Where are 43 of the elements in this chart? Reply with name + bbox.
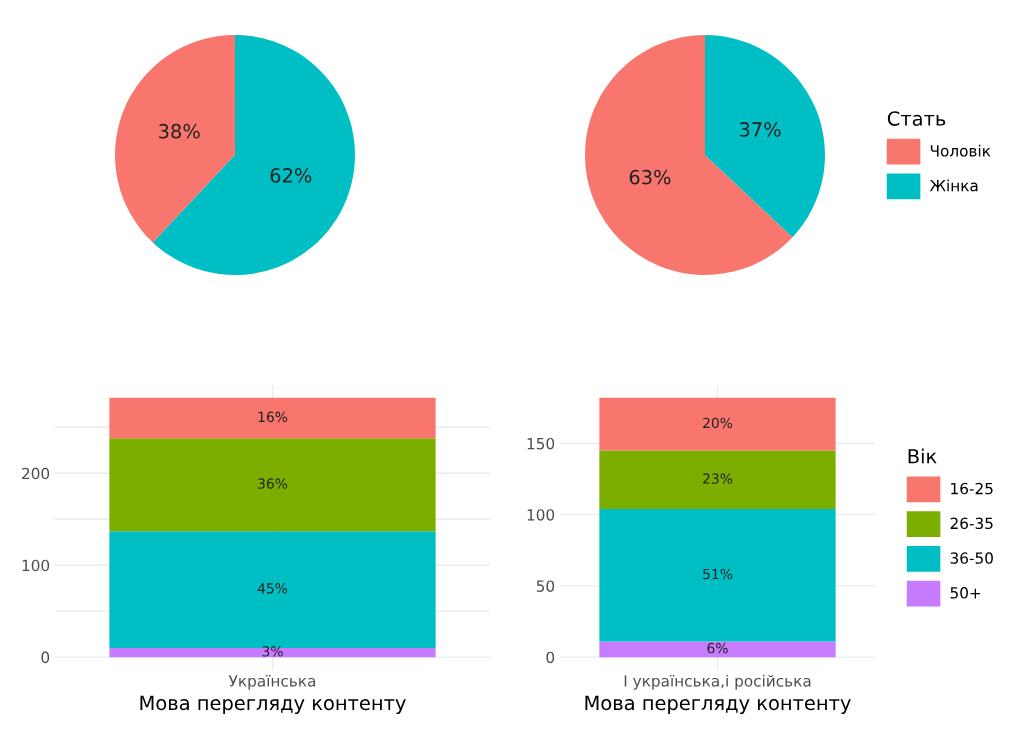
- pie-slice: [705, 35, 825, 238]
- bar: [109, 531, 436, 648]
- legend-label: 26-35: [950, 517, 993, 530]
- data-label: 37%: [739, 122, 781, 137]
- annotation: 36%: [258, 478, 288, 489]
- pie-slice: [152, 35, 355, 275]
- annotation: 23%: [703, 473, 733, 484]
- legend-label: Жінка: [929, 179, 978, 192]
- annotation: 16%: [258, 411, 288, 423]
- y-tick-label: 100: [527, 509, 555, 521]
- annotation: 20%: [703, 417, 733, 429]
- x-tick-label: І українська,і російська: [624, 674, 811, 690]
- legend-label: 36-50: [950, 552, 993, 564]
- y-tick-label: 0: [546, 651, 555, 664]
- y-tick-label: 0: [41, 651, 50, 664]
- legend-label: Чоловік: [930, 144, 991, 157]
- legend-label: 50+: [950, 587, 981, 599]
- data-label: 38%: [159, 123, 200, 139]
- bar: [599, 508, 836, 642]
- data-label: 63%: [629, 169, 671, 185]
- y-tick-label: 50: [536, 580, 555, 592]
- legend-title: Стать: [887, 111, 946, 126]
- pie-slice: [115, 35, 235, 243]
- annotation: 3%: [262, 646, 283, 657]
- annotation: 45%: [257, 583, 288, 594]
- y-tick-label: 150: [527, 437, 555, 450]
- x-axis-title: Мова перегляду контенту: [585, 695, 851, 715]
- bar: [599, 450, 836, 509]
- y-tick-label: 100: [22, 559, 50, 572]
- x-axis-title: Мова перегляду контенту: [140, 695, 406, 715]
- bar: [599, 641, 836, 658]
- legend-title: Вік: [908, 448, 937, 464]
- data-label: 62%: [270, 168, 312, 183]
- bar: [109, 438, 436, 532]
- annotation: 51%: [703, 568, 733, 580]
- bar: [109, 397, 436, 439]
- annotation: 6%: [707, 642, 728, 654]
- y-tick-label: 200: [22, 467, 50, 480]
- bar: [599, 397, 836, 451]
- legend-label: 16-25: [951, 482, 993, 495]
- x-tick-label: Українська: [228, 674, 316, 690]
- bar: [109, 647, 436, 658]
- pie-slice: [585, 35, 793, 275]
